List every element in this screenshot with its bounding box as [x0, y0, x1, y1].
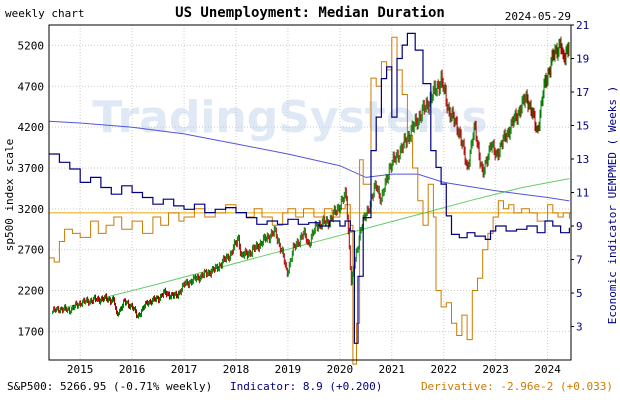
indicator-line	[49, 32, 571, 344]
x-tick-label: 2022	[430, 363, 457, 376]
footer-sp500: S&P500: 5266.95 (-0.71% weekly)	[7, 380, 212, 393]
right-tick-label: 19	[576, 53, 589, 66]
left-tick-label: 4200	[18, 121, 45, 134]
x-tick-label: 2016	[119, 363, 146, 376]
left-tick-label: 5200	[18, 39, 45, 52]
footer-indicator: Indicator: 8.9 (+0.200)	[230, 380, 382, 393]
right-tick-label: 21	[576, 19, 589, 32]
right-tick-label: 3	[576, 321, 583, 334]
left-tick-label: 4700	[18, 80, 45, 93]
x-tick-label: 2023	[482, 363, 509, 376]
trend-line	[48, 120, 570, 202]
x-tick-label: 2019	[275, 363, 302, 376]
chart-title: US Unemployment: Median Duration	[175, 5, 445, 21]
grid	[49, 25, 571, 360]
right-tick-label: 15	[576, 120, 589, 133]
left-tick-label: 1700	[18, 325, 45, 338]
left-axis-ticks: 1700 2200 2700 3200 3700 4200 4700 5200	[18, 39, 45, 338]
regression-line	[54, 178, 570, 311]
left-tick-label: 3700	[18, 162, 45, 175]
right-tick-label: 9	[576, 220, 583, 233]
sp500-series	[52, 36, 570, 319]
right-tick-label: 11	[576, 187, 589, 200]
right-axis-label: Economic indicator UEMPMED ( Weeks )	[606, 86, 619, 324]
right-tick-label: 13	[576, 153, 589, 166]
derivative-line	[49, 36, 570, 365]
x-tick-label: 2015	[67, 363, 94, 376]
x-tick-label: 2017	[171, 363, 198, 376]
plot-frame	[48, 24, 572, 361]
chart-type-label: weekly chart	[5, 7, 84, 20]
footer-derivative: Derivative: -2.96e-2 (+0.033)	[421, 380, 613, 393]
derivative-series	[49, 36, 570, 365]
regression-series	[54, 178, 570, 311]
right-tick-label: 5	[576, 287, 583, 300]
left-tick-label: 3200	[18, 203, 45, 216]
watermark: TradingSystems	[92, 92, 487, 143]
trend-series	[48, 120, 570, 202]
x-axis-ticks: 2015 2016 2017 2018 2019 2020 2021 2022 2023 2024	[67, 363, 561, 376]
x-tick-label: 2018	[223, 363, 250, 376]
x-tick-label: 2020	[327, 363, 354, 376]
left-axis-label: sp500 index scale	[3, 139, 16, 252]
x-tick-label: 2024	[534, 363, 561, 376]
x-tick-label: 2021	[379, 363, 406, 376]
left-tick-label: 2700	[18, 244, 45, 257]
right-tick-label: 7	[576, 254, 583, 267]
indicator-series	[49, 32, 571, 344]
right-tick-label: 17	[576, 86, 589, 99]
right-axis-ticks: 3 5 7 9 11 13 15 17 19 21	[571, 19, 589, 334]
left-tick-label: 2200	[18, 285, 45, 298]
chart-date: 2024-05-29	[505, 10, 571, 23]
